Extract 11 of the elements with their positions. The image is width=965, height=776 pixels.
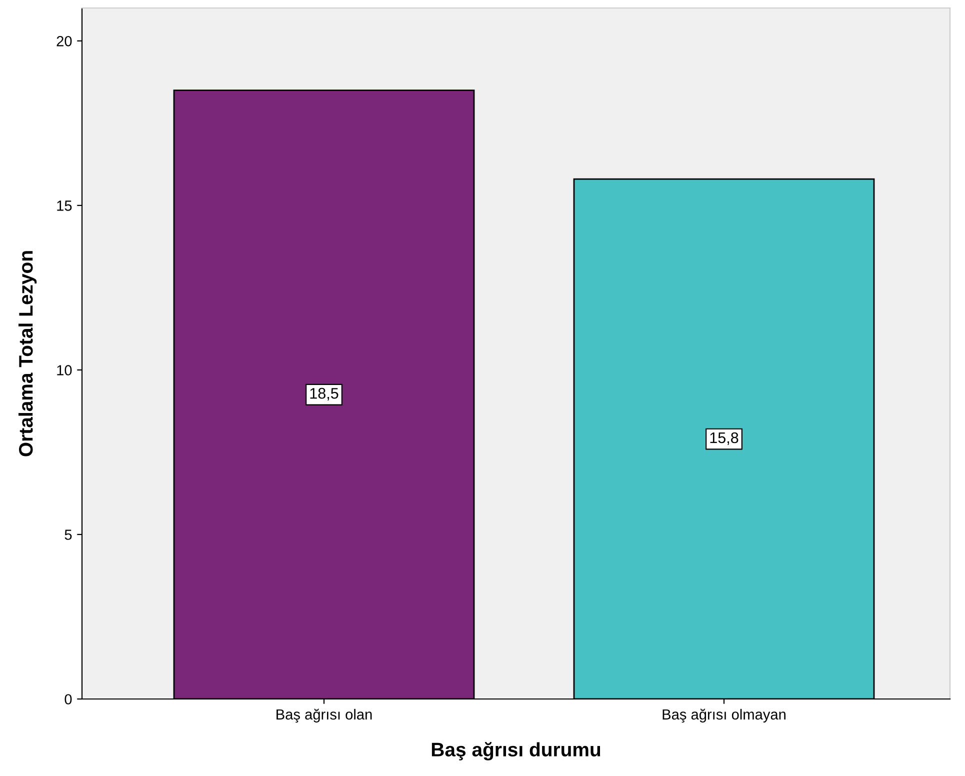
data-label: 18,5 [310, 388, 338, 401]
y-tick-label: 20 [56, 36, 72, 46]
x-axis-title: Baş ağrısı durumu [432, 742, 600, 760]
y-tick-label: 15 [57, 200, 72, 211]
x-tick-label: Baş ağrısı olmayan [662, 708, 786, 723]
y-tick-label: 0 [64, 694, 72, 704]
y-tick-label: 10 [57, 365, 72, 376]
x-tick-label: Baş ağrısı olan [276, 708, 372, 723]
y-tick-label: 5 [64, 530, 72, 540]
y-axis-title: Ortalama Total Lezyon [18, 251, 37, 456]
data-label: 15,8 [710, 432, 738, 445]
